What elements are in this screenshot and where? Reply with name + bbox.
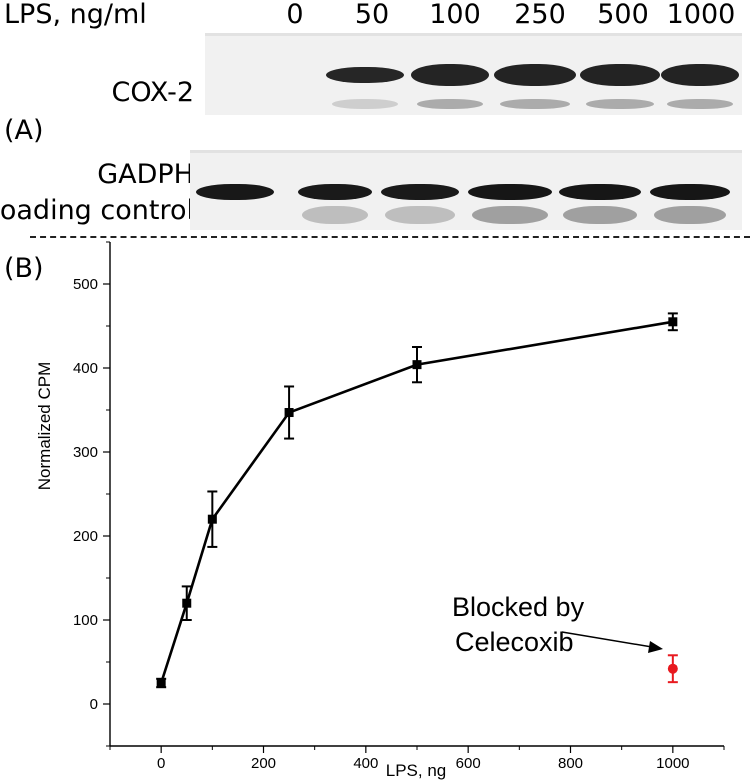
- x-tick-label: 1000: [656, 755, 689, 772]
- data-point: [182, 598, 192, 608]
- data-point: [668, 317, 678, 327]
- x-tick-label: 800: [558, 755, 583, 772]
- y-axis-label: Normalized CPM: [35, 362, 54, 490]
- data-point: [412, 360, 422, 370]
- y-tick-label: 100: [73, 612, 98, 629]
- lane-label-100: 100: [429, 0, 481, 30]
- y-tick-label: 0: [90, 696, 98, 713]
- gadph-faint-band: [654, 206, 726, 224]
- x-axis-label: LPS, ng: [386, 761, 447, 780]
- lane-label-500: 500: [597, 0, 649, 30]
- cox2-band: [580, 64, 660, 86]
- annotation-line2: Celecoxib: [455, 627, 574, 657]
- lps-concentration-label: LPS, ng/ml: [4, 0, 147, 30]
- cox2-faint-band: [500, 99, 570, 109]
- gadph-faint-band: [472, 206, 548, 224]
- y-tick-label: 500: [73, 276, 98, 293]
- cox2-blot-image: [205, 33, 742, 115]
- cox2-faint-band: [667, 99, 733, 109]
- cox2-faint-band: [332, 99, 398, 109]
- y-tick-label: 400: [73, 360, 98, 377]
- annotation-arrow: [561, 631, 663, 653]
- panel-divider: [30, 236, 750, 238]
- cox2-faint-band: [417, 99, 483, 109]
- gadph-blot-image: [190, 150, 742, 230]
- data-point: [667, 663, 678, 674]
- gadph-row-label-line1: GADPH: [97, 159, 194, 190]
- x-tick-label: 200: [251, 755, 276, 772]
- gadph-row-label-line2: loading control: [0, 195, 194, 226]
- series-line: [159, 320, 674, 684]
- x-tick-label: 600: [456, 755, 481, 772]
- x-tick-label: 0: [157, 755, 165, 772]
- cox2-band: [661, 64, 739, 86]
- y-tick-label: 200: [73, 528, 98, 545]
- panel-a-label: (A): [4, 115, 44, 146]
- lane-label-0: 0: [286, 0, 304, 30]
- gadph-band: [381, 184, 459, 200]
- cox2-band: [494, 64, 576, 86]
- data-point: [284, 408, 294, 418]
- panel-b-label: (B): [4, 253, 44, 284]
- y-tick-label: 300: [73, 444, 98, 461]
- gadph-faint-band: [302, 206, 368, 224]
- lane-label-250: 250: [514, 0, 566, 30]
- gadph-band: [559, 184, 641, 200]
- gadph-band: [196, 184, 274, 200]
- gadph-band: [650, 184, 730, 200]
- lane-label-50: 50: [354, 0, 390, 30]
- annotation-line1: Blocked by: [452, 592, 585, 622]
- data-point: [207, 514, 217, 524]
- gadph-band: [298, 184, 372, 200]
- cox2-band: [326, 67, 404, 83]
- cox2-faint-band: [586, 99, 654, 109]
- lane-labels: 0 50 100 250 500 1000: [0, 0, 750, 30]
- gadph-band: [468, 184, 552, 200]
- x-tick-label: 400: [353, 755, 378, 772]
- cox2-band: [411, 64, 489, 86]
- data-point: [156, 678, 166, 688]
- cox2-row-label: COX-2: [111, 77, 194, 108]
- lane-label-1000: 1000: [666, 0, 736, 30]
- gadph-faint-band: [563, 206, 637, 224]
- gadph-faint-band: [385, 206, 455, 224]
